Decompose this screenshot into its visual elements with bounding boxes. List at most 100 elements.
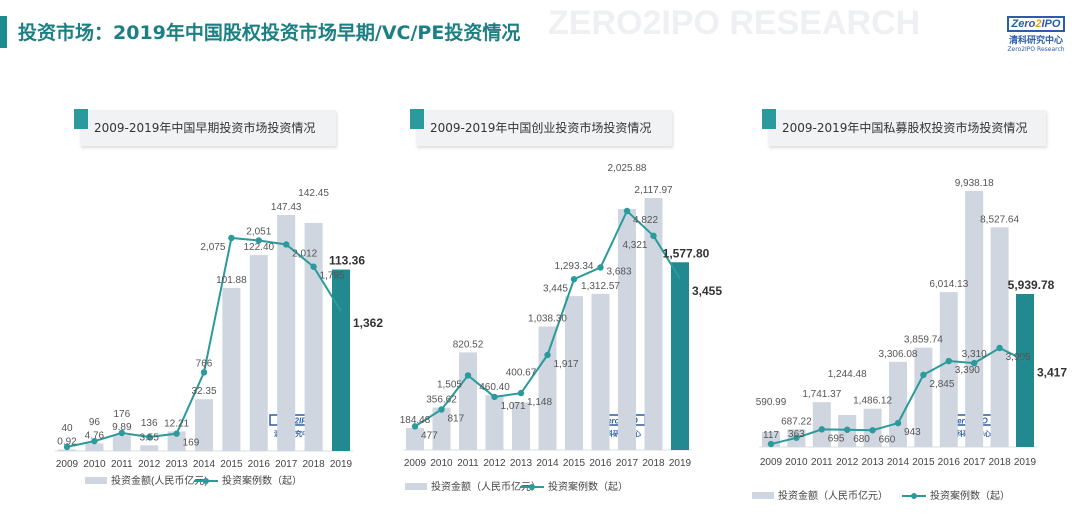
legend-bar-swatch [85, 477, 107, 484]
x-tick-label: 2009 [404, 458, 427, 469]
legend-line-marker-icon [529, 484, 535, 490]
x-tick-label: 2011 [111, 459, 133, 470]
line-point-2009 [411, 423, 419, 430]
bar-2012 [485, 395, 504, 450]
bar-data-label: 3.55 [139, 432, 159, 443]
bar-2018 [644, 198, 663, 450]
x-tick-label: 2013 [165, 459, 188, 470]
line-data-label: 3,390 [955, 365, 980, 376]
x-tick-label: 2015 [220, 459, 243, 470]
bar-2010 [432, 407, 451, 450]
legend-bar-label: 投资金额（人民币亿元） [778, 489, 888, 502]
x-tick-label: 2017 [275, 459, 298, 470]
line-point-2012 [491, 393, 498, 401]
line-data-label: 680 [853, 434, 870, 445]
line-data-label: 2,051 [246, 226, 271, 237]
bar-data-label: 9.89 [112, 422, 132, 433]
bar-data-label: 1,577.80 [663, 246, 710, 260]
x-tick-label: 2013 [861, 457, 884, 468]
bar-data-label: 3,859.74 [904, 335, 943, 346]
line-data-label: 117 [763, 430, 779, 441]
bar-2015 [565, 296, 583, 450]
line-point-2013 [173, 430, 180, 437]
legend-line-marker-icon [911, 493, 917, 499]
title-square-icon [410, 109, 424, 129]
line-data-label: 40 [61, 423, 73, 434]
line-point-2011 [118, 429, 126, 437]
x-tick-label: 2010 [83, 459, 106, 470]
line-data-label: 1,795 [320, 271, 345, 282]
bar-data-label: 12.21 [164, 418, 189, 429]
line-point-2014 [200, 369, 208, 376]
bar-2019 [671, 262, 689, 450]
x-tick-label: 2009 [56, 459, 79, 470]
x-tick-label: 2012 [138, 459, 161, 470]
x-tick-label: 2019 [1014, 457, 1037, 468]
x-tick-label: 2015 [912, 457, 935, 468]
line-data-label: 1,362 [353, 316, 383, 330]
x-tick-label: 2017 [963, 457, 986, 468]
zero2ipo-logo: Zero2IPO 清科研究中心 Zero2IPO Research [1000, 12, 1072, 53]
bar-data-label: 1,038.30 [528, 313, 567, 324]
title-accent-bar [0, 16, 7, 48]
x-tick-label: 2016 [248, 459, 271, 470]
bar-data-label: 356.62 [426, 395, 457, 406]
line-data-label: 695 [828, 433, 845, 444]
line-point-2017 [971, 359, 978, 367]
line-data-label: 2,845 [929, 379, 954, 390]
bar-data-label: 101.88 [216, 275, 247, 286]
bar-data-label: 184.48 [400, 415, 431, 426]
line-point-2011 [464, 372, 472, 379]
line-data-label: 1,148 [527, 397, 552, 408]
bar-2011 [459, 352, 477, 450]
bar-2014 [538, 326, 557, 450]
x-tick-label: 2016 [589, 458, 612, 469]
chart-2-title-text: 2009-2019年中国创业投资市场投资情况 [430, 121, 652, 135]
bar-data-label: 1,293.34 [555, 261, 594, 272]
x-tick-label: 2018 [642, 458, 665, 469]
bar-data-label: 1,312.57 [581, 281, 620, 292]
bar-data-label: 1,486.12 [853, 396, 892, 407]
line-point-2009 [63, 443, 71, 451]
title-square-icon [74, 109, 88, 129]
chart-2-title: 2009-2019年中国创业投资市场投资情况 [410, 109, 672, 146]
line-point-2015 [570, 276, 578, 283]
bar-2017 [965, 191, 984, 447]
bar-2009 [58, 449, 76, 451]
bar-2015 [222, 287, 241, 451]
line-data-label: 4,321 [622, 240, 647, 251]
line-point-2011 [818, 426, 825, 433]
bar-data-label: 9,938.18 [955, 178, 994, 189]
x-tick-label: 2012 [483, 458, 506, 469]
bar-data-label: 5,939.78 [1008, 278, 1055, 292]
legend-line-marker-icon [203, 478, 209, 484]
logo-brand: Zero2IPO [1006, 16, 1066, 32]
line-data-label: 2,075 [200, 242, 225, 253]
bar-2009 [406, 428, 424, 450]
bar-data-label: 4.76 [85, 430, 105, 441]
line-data-label: 136 [141, 418, 158, 429]
line-point-2018 [996, 344, 1003, 352]
chart-1-title: 2009-2019年中国早期投资市场投资情况 [74, 109, 336, 146]
line-data-label: 363 [788, 429, 805, 440]
bar-data-label: 1,244.48 [828, 369, 867, 380]
bar-2016 [591, 293, 610, 450]
x-tick-label: 2018 [988, 457, 1011, 468]
bar-2013 [512, 402, 530, 450]
legend-bar-label: 投资金额(人民币亿元) [111, 474, 208, 487]
line-data-label: 3,310 [962, 349, 987, 360]
line-data-label: 3,417 [1037, 365, 1067, 379]
bar-data-label: 113.36 [329, 254, 365, 268]
line-data-label: 3,905 [1006, 352, 1031, 363]
line-point-2016 [945, 357, 952, 365]
line-point-2012 [146, 433, 153, 441]
legend-bar-label: 投资金额（人民币亿元） [431, 480, 541, 493]
bar-2016 [939, 292, 958, 447]
x-tick-label: 2015 [563, 458, 586, 469]
line-point-2017 [623, 207, 631, 215]
bar-2014 [889, 361, 907, 447]
x-tick-label: 2013 [510, 458, 533, 469]
x-tick-label: 2014 [193, 459, 216, 470]
bar-data-label: 590.99 [756, 397, 787, 408]
